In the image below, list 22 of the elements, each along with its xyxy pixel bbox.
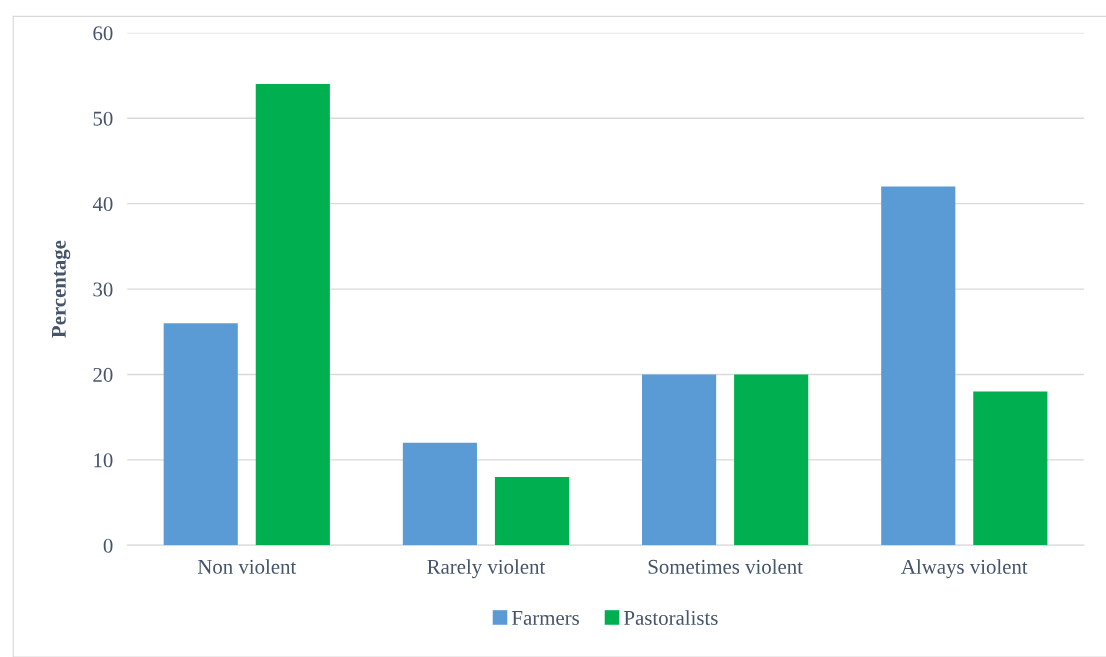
y-tick-label: 10 [94, 453, 113, 468]
bar [494, 476, 570, 546]
bar [255, 84, 330, 546]
y-tick-label: 0 [103, 538, 113, 553]
y-tick-label: 30 [93, 282, 113, 297]
bar [881, 186, 956, 546]
x-tick-label: Rarely violent [427, 559, 546, 579]
x-tick-label: Sometimes violent [648, 559, 803, 574]
bar [642, 374, 717, 546]
y-tick-label: 40 [92, 197, 113, 212]
y-tick-label: 20 [93, 367, 113, 382]
bar [163, 323, 238, 546]
bar [402, 442, 477, 546]
y-tick-label: 50 [93, 111, 113, 126]
y-tick-label: 60 [93, 26, 113, 41]
bar [734, 374, 809, 546]
x-tick-label: Non violent [197, 559, 297, 574]
legend-label: Farmers [512, 611, 579, 625]
y-axis-title: Percentage [52, 240, 71, 338]
legend-label: Pastoralists [624, 610, 718, 625]
x-tick-label: Always violent [901, 559, 1028, 579]
bar [973, 391, 1048, 546]
